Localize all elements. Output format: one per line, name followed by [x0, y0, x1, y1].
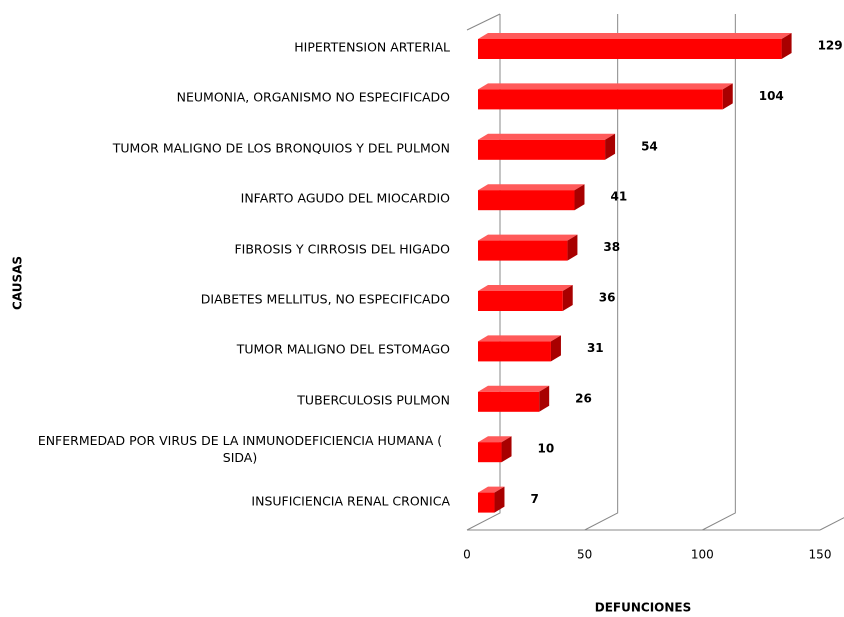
y-tick-label: TUBERCULOSIS PULMON	[297, 392, 450, 408]
bar-side	[574, 184, 585, 211]
value-label: 36	[599, 291, 616, 305]
bar-front	[478, 492, 495, 513]
bar-front	[478, 391, 540, 412]
bar-side	[781, 33, 792, 59]
bar	[478, 33, 792, 59]
bar-top	[478, 234, 578, 241]
bar	[478, 133, 616, 160]
value-label: 41	[610, 190, 627, 204]
x-axis-label: DEFUNCIONES	[595, 601, 692, 615]
bar	[478, 436, 512, 463]
bar	[478, 234, 578, 261]
category-label-box: FIBROSIS Y CIRROSIS DEL HIGADO	[234, 238, 450, 257]
category-label-box: DIABETES MELLITUS, NO ESPECIFICADO	[201, 289, 450, 308]
bar-top	[478, 285, 573, 291]
bar	[478, 184, 585, 211]
value-label: 7	[530, 492, 538, 506]
value-label: 129	[818, 39, 843, 53]
bar-top	[478, 83, 733, 90]
bar-side	[562, 285, 573, 311]
bar	[478, 83, 733, 110]
category-label-box: NEUMONIA, ORGANISMO NO ESPECIFICADO	[177, 87, 450, 106]
bar-front	[478, 341, 551, 362]
bar-top	[478, 335, 561, 342]
bar-front	[478, 240, 568, 261]
bar-side	[501, 436, 512, 463]
bar-top	[478, 33, 792, 39]
value-label: 26	[575, 391, 592, 405]
x-tick-label: 150	[809, 548, 832, 562]
y-tick-label: TUMOR MALIGNO DEL ESTOMAGO	[236, 341, 450, 357]
x-tick-label: 50	[577, 548, 592, 562]
bar-side	[722, 83, 733, 110]
value-label: 38	[603, 240, 620, 254]
bar	[478, 285, 573, 311]
category-label-box: INSUFICIENCIA RENAL CRONICA	[251, 490, 450, 509]
value-label: 31	[587, 341, 604, 355]
category-label-box: HIPERTENSION ARTERIAL	[294, 37, 450, 56]
bar	[478, 486, 505, 513]
value-label: 10	[538, 442, 555, 456]
y-tick-label: ENFERMEDAD POR VIRUS DE LA INMUNODEFICIE…	[37, 433, 443, 466]
y-tick-label: INSUFICIENCIA RENAL CRONICA	[251, 493, 450, 509]
grid-line	[584, 14, 619, 531]
category-label-box: TUMOR MALIGNO DEL ESTOMAGO	[237, 339, 450, 358]
category-label-box: INFARTO AGUDO DEL MIOCARDIO	[241, 188, 450, 207]
x-tick-label: 0	[463, 548, 471, 562]
bar-side	[567, 234, 578, 261]
bar-front	[478, 442, 502, 463]
bar	[478, 335, 561, 362]
bar-top	[478, 385, 550, 392]
grid-line	[702, 14, 736, 531]
category-label-box: TUMOR MALIGNO DE LOS BRONQUIOS Y DEL PUL…	[113, 137, 450, 156]
bar-front	[478, 190, 575, 211]
bar-side	[494, 486, 505, 513]
bar-top	[478, 133, 616, 140]
bar-side	[539, 385, 550, 412]
bar-front	[478, 39, 782, 59]
bar-top	[478, 486, 505, 493]
bar	[478, 385, 550, 412]
grid-line	[819, 517, 844, 531]
bar-front	[478, 139, 606, 160]
value-label: 104	[759, 89, 784, 103]
x-tick-label: 100	[691, 548, 714, 562]
bar-side	[550, 335, 561, 362]
bar-top	[478, 184, 585, 191]
grid-line	[466, 14, 501, 531]
y-tick-label: DIABETES MELLITUS, NO ESPECIFICADO	[200, 291, 450, 307]
y-tick-label: FIBROSIS Y CIRROSIS DEL HIGADO	[234, 241, 450, 257]
y-tick-label: NEUMONIA, ORGANISMO NO ESPECIFICADO	[176, 89, 450, 105]
value-label: 54	[641, 139, 658, 153]
bar-top	[478, 436, 512, 443]
wall-top-edge	[466, 13, 501, 31]
y-axis-label: CAUSAS	[11, 256, 25, 310]
y-tick-label: TUMOR MALIGNO DE LOS BRONQUIOS Y DEL PUL…	[112, 140, 450, 156]
bar-side	[605, 133, 616, 160]
category-label-box: ENFERMEDAD POR VIRUS DE LA INMUNODEFICIE…	[30, 432, 450, 466]
bar-front	[478, 291, 563, 311]
y-tick-label: HIPERTENSION ARTERIAL	[294, 39, 450, 55]
category-label-box: TUBERCULOSIS PULMON	[297, 389, 450, 408]
y-tick-label: INFARTO AGUDO DEL MIOCARDIO	[240, 190, 450, 206]
bar-front	[478, 89, 723, 110]
